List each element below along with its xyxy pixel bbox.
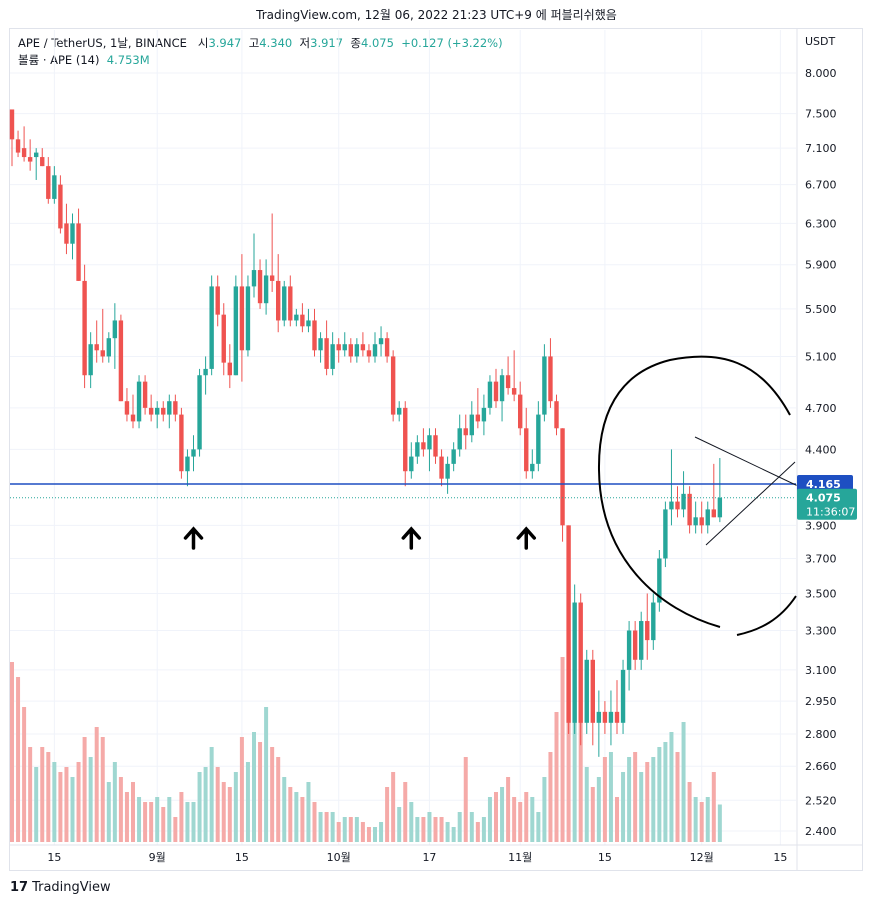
ohlc-legend: APE / TetherUS, 1날, BINANCE 시3.947 고4.34… bbox=[18, 35, 503, 51]
tradingview-logo-icon: 17 bbox=[10, 880, 29, 895]
volume-legend: 볼륨 · APE (14) 4.753M bbox=[18, 52, 150, 68]
change-value: +0.127 (+3.22%) bbox=[401, 36, 503, 50]
low-value: 3.917 bbox=[310, 36, 344, 50]
low-label: 저 bbox=[299, 36, 311, 50]
brand-name[interactable]: TradingView bbox=[32, 880, 111, 895]
volume-label[interactable]: 볼륨 · APE (14) bbox=[18, 53, 100, 67]
close-value: 4.075 bbox=[360, 36, 394, 50]
chart-frame bbox=[9, 28, 863, 871]
close-label: 종 bbox=[350, 36, 361, 50]
chart-attribution: TradingView.com, 12월 06, 2022 21:23 UTC+… bbox=[256, 8, 617, 22]
high-label: 고 bbox=[248, 36, 260, 50]
volume-value: 4.753M bbox=[106, 53, 150, 67]
open-value: 3.947 bbox=[208, 36, 242, 50]
high-value: 4.340 bbox=[259, 36, 293, 50]
footer: 17 TradingView bbox=[10, 880, 111, 895]
symbol-label[interactable]: APE / TetherUS, 1날, BINANCE bbox=[18, 36, 187, 50]
open-label: 시 bbox=[197, 36, 209, 50]
